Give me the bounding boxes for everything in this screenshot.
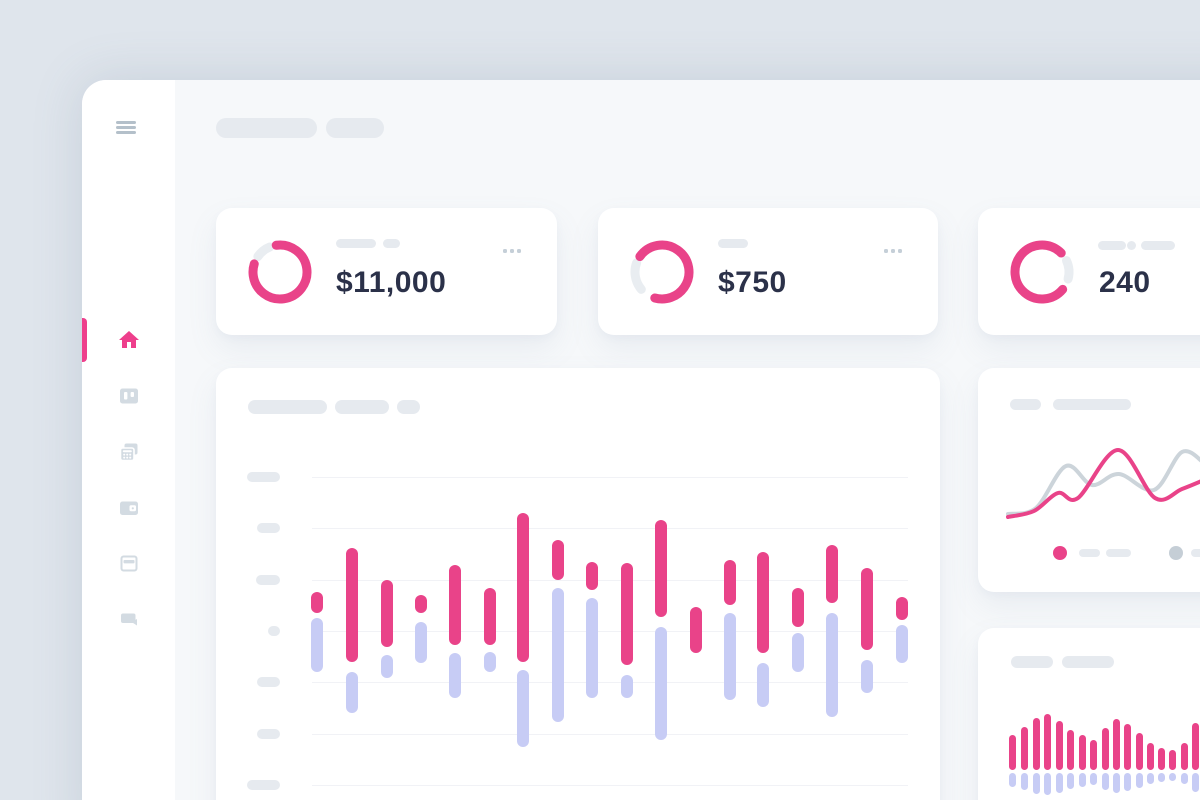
chat-icon (121, 613, 137, 626)
wallet-icon (120, 501, 138, 515)
main-chart-card (216, 368, 940, 800)
donut-chart (630, 240, 694, 304)
legend-skeleton-pill (1079, 549, 1100, 557)
stat-card-count: 240 (978, 208, 1200, 335)
stat-card-spend: $750 (598, 208, 938, 335)
axis-tick-skeleton (257, 523, 280, 533)
mini-chart-card (978, 628, 1200, 800)
stat-value: $750 (718, 266, 787, 299)
sidebar-item-home[interactable] (117, 328, 141, 352)
skeleton-pill (718, 239, 748, 248)
stat-value: $11,000 (336, 266, 447, 299)
sidebar-item-wallet[interactable] (117, 496, 141, 520)
sidebar-item-boards[interactable] (117, 384, 141, 408)
legend-skeleton-pill (1191, 549, 1200, 557)
calendar-icon (120, 555, 138, 572)
sidebar-item-messages[interactable] (117, 608, 141, 632)
skeleton-pill (1141, 241, 1175, 250)
axis-tick-skeleton (256, 575, 280, 585)
legend-dot (1169, 546, 1183, 560)
skeleton-pill (216, 118, 317, 138)
axis-tick-skeleton (257, 677, 280, 687)
skeleton-pill (1098, 241, 1126, 250)
legend-dot (1053, 546, 1067, 560)
stat-value: 240 (1099, 266, 1151, 299)
skeleton-pill (397, 400, 420, 414)
axis-tick-skeleton (247, 780, 280, 790)
line-chart (1006, 447, 1200, 519)
skeleton-pill (1053, 399, 1131, 410)
skeleton-pill (335, 400, 389, 414)
stat-card-revenue: $11,000 (216, 208, 557, 335)
skeleton-pill (1062, 656, 1114, 668)
legend-skeleton-pill (1106, 549, 1131, 557)
axis-tick-skeleton (268, 626, 280, 636)
axis-tick-skeleton (247, 472, 280, 482)
board-icon (120, 388, 138, 404)
skeleton-pill (383, 239, 400, 248)
skeleton-pill (1127, 241, 1136, 250)
skeleton-pill (1011, 656, 1053, 668)
sidebar-item-calendar[interactable] (117, 551, 141, 575)
skeleton-pill (326, 118, 384, 138)
line-chart-card (978, 368, 1200, 592)
skeleton-pill (1010, 399, 1041, 410)
donut-chart (248, 240, 312, 304)
axis-tick-skeleton (257, 729, 280, 739)
donut-chart (1010, 240, 1074, 304)
hamburger-icon[interactable] (116, 121, 136, 134)
tables-icon (119, 443, 138, 462)
home-icon (119, 331, 139, 348)
skeleton-pill (336, 239, 376, 248)
ellipsis-icon[interactable] (884, 244, 908, 258)
active-nav-indicator (82, 318, 87, 362)
skeleton-pill (248, 400, 327, 414)
ellipsis-icon[interactable] (503, 244, 527, 258)
sidebar-item-tables[interactable] (117, 440, 141, 464)
sidebar (82, 80, 175, 800)
